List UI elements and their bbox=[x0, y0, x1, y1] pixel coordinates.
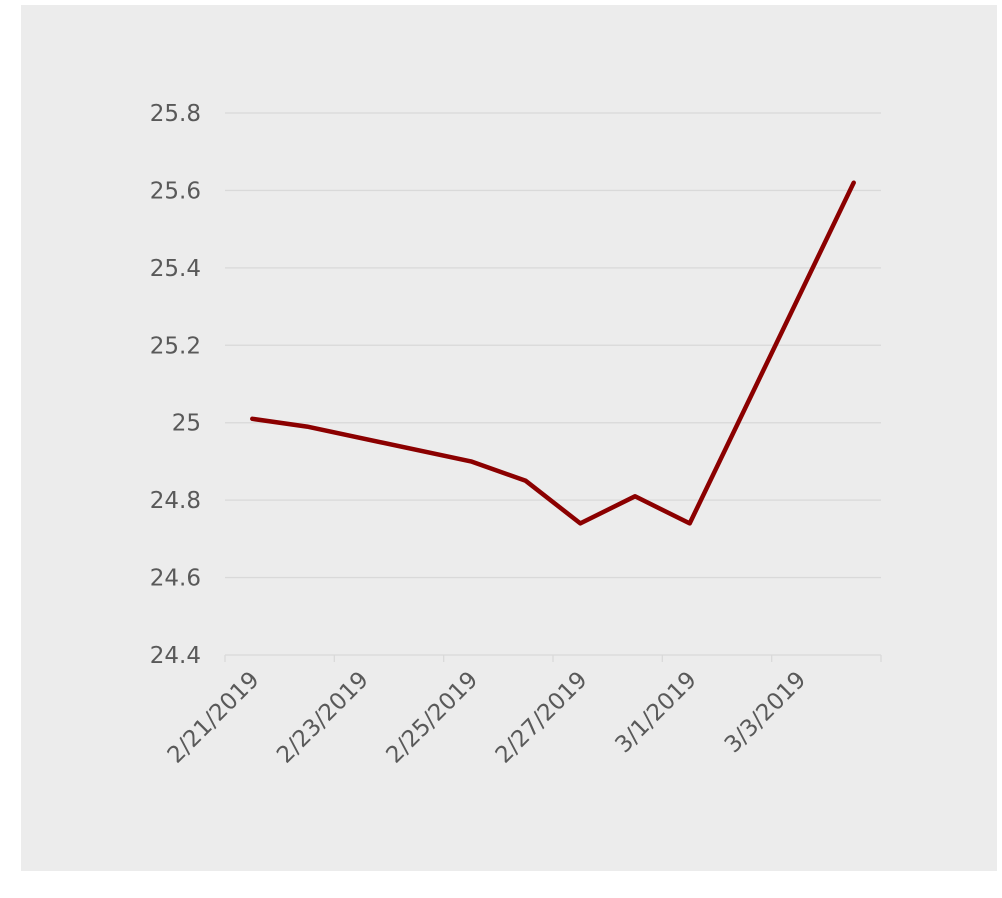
y-axis-tick-labels: 24.4 24.6 24.8 25 25.2 25.4 25.6 25.8 bbox=[150, 101, 201, 669]
y-tick-label: 25.6 bbox=[150, 178, 201, 204]
x-tick-label: 2/23/2019 bbox=[272, 667, 374, 769]
y-tick-label: 25 bbox=[172, 411, 201, 437]
x-tick-label: 3/3/2019 bbox=[720, 667, 811, 758]
y-tick-label: 24.8 bbox=[150, 488, 201, 514]
series-line bbox=[250, 180, 856, 526]
x-tick-label: 3/1/2019 bbox=[610, 667, 701, 758]
y-tick-label: 25.8 bbox=[150, 101, 201, 127]
x-tick-label: 2/25/2019 bbox=[381, 667, 483, 769]
y-tick-label: 25.2 bbox=[150, 333, 201, 359]
y-tick-label: 24.6 bbox=[150, 566, 201, 592]
x-tick-label: 2/27/2019 bbox=[491, 667, 593, 769]
x-axis-tick-labels: 2/21/2019 2/23/2019 2/25/2019 2/27/2019 3/1/… bbox=[163, 667, 811, 769]
x-tick-label: 2/21/2019 bbox=[163, 667, 265, 769]
x-axis bbox=[224, 654, 882, 662]
series-group bbox=[250, 180, 856, 526]
grid-lines bbox=[225, 112, 881, 579]
y-tick-label: 25.4 bbox=[150, 256, 201, 282]
chart-background bbox=[21, 5, 997, 871]
y-tick-label: 24.4 bbox=[150, 643, 201, 669]
